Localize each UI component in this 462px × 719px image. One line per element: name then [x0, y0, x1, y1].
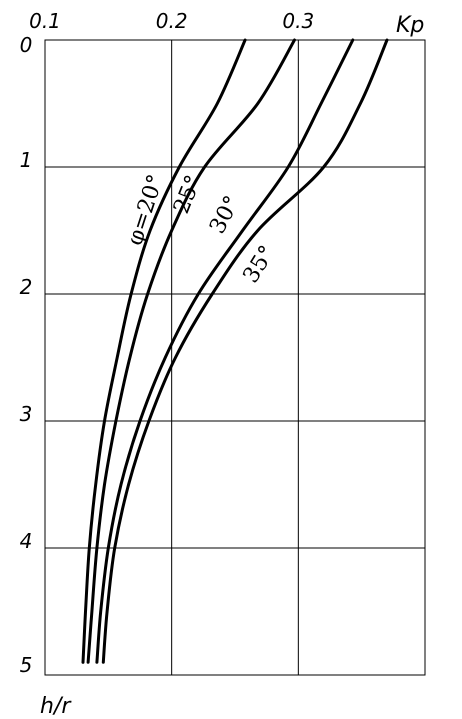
y-axis-label: h/r: [40, 694, 72, 719]
y-tick-label-2: 2: [20, 275, 33, 299]
grid: [44, 39, 426, 676]
y-tick-label-4: 4: [20, 529, 33, 553]
plot-frame: [44, 39, 426, 676]
x-axis-label: Kp: [396, 13, 424, 38]
x-tick-label-2: 0.3: [282, 9, 314, 33]
curve-label-2: 30°: [205, 192, 245, 238]
y-tick-label-0: 0: [20, 33, 33, 57]
y-tick-labels: 0 1 2 3 4 5: [20, 33, 33, 677]
curve-label-0: φ=20°: [123, 171, 169, 248]
curve-2: [95, 38, 355, 664]
y-tick-label-5: 5: [20, 653, 33, 677]
x-tick-label-1: 0.2: [156, 9, 188, 33]
y-tick-label-3: 3: [20, 402, 33, 426]
curve-1: [86, 38, 296, 664]
curve-0: [81, 38, 247, 664]
x-tick-label-0: 0.1: [29, 9, 61, 33]
x-tick-labels: 0.1 0.2 0.3: [29, 9, 314, 33]
curve-3: [101, 38, 389, 664]
curves: [81, 38, 389, 664]
y-tick-label-1: 1: [20, 148, 33, 172]
